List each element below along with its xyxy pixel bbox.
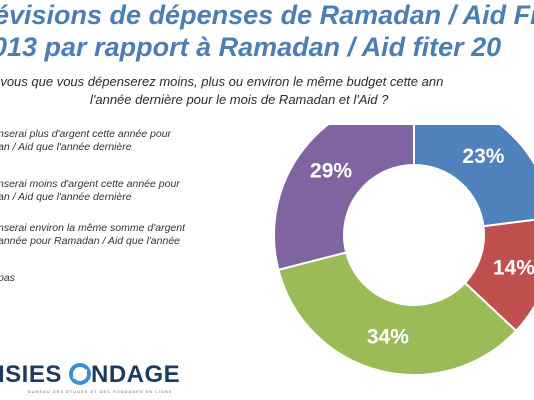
donut-slice-4 [273, 125, 415, 272]
chart-title: évisions de dépenses de Ramadan / Aid Fi… [0, 0, 534, 70]
title-line-2: 013 par rapport à Ramadan / Aid fiter 20 [0, 32, 502, 62]
slice-label-3: 34% [367, 326, 409, 349]
legend-item-more: nserai plus d'argent cette année pour an… [0, 128, 172, 153]
legend-item-less: nserai moins d'argent cette année pour a… [0, 178, 180, 203]
logo-o-icon [69, 363, 91, 385]
slice-label-2: 14% [493, 256, 534, 279]
logo-tagline: BUREAU DES ETUDES ET DES SONDAGES EN LIG… [28, 389, 173, 394]
donut-chart: 23% 14% 34% 29% [273, 125, 534, 375]
survey-question-line-2: l'année dernière pour le mois de Ramadan… [90, 92, 389, 107]
title-line-1: évisions de dépenses de Ramadan / Aid Fi [0, 0, 534, 30]
donut-slice-3 [277, 251, 518, 375]
survey-question-line-1: -vous que vous dépenserez moins, plus ou… [0, 74, 444, 89]
legend-item-same: nserai environ la même somme d'argent an… [0, 222, 186, 260]
legend-item-unknown: pas [0, 272, 15, 284]
logo-text-left: ISIES [0, 361, 62, 388]
slice-label-4: 29% [310, 160, 352, 183]
donut-slice-1 [413, 125, 534, 228]
logo-text-right: NDAGE [91, 361, 181, 388]
slice-label-1: 23% [462, 145, 504, 168]
